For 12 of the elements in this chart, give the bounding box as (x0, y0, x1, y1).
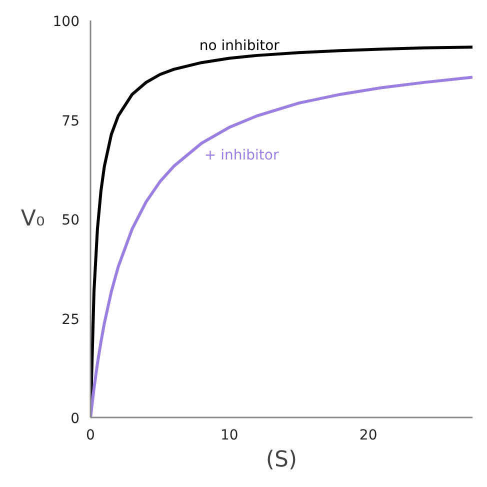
y-tick-label: 100 (52, 14, 80, 30)
series-label: + inhibitor (204, 147, 279, 164)
y-tick-label: 50 (62, 212, 80, 228)
x-axis-title: (S) (266, 448, 298, 472)
y-axis-title: V₀ (20, 206, 45, 232)
x-tick-label: 20 (359, 428, 378, 444)
series-label: no inhibitor (199, 38, 280, 54)
y-tick-label: 75 (62, 113, 80, 130)
x-tick-label: 10 (220, 428, 238, 444)
x-tick-label: 0 (86, 428, 95, 444)
y-tick-label: 25 (62, 312, 80, 328)
y-tick-label: 0 (70, 411, 80, 427)
